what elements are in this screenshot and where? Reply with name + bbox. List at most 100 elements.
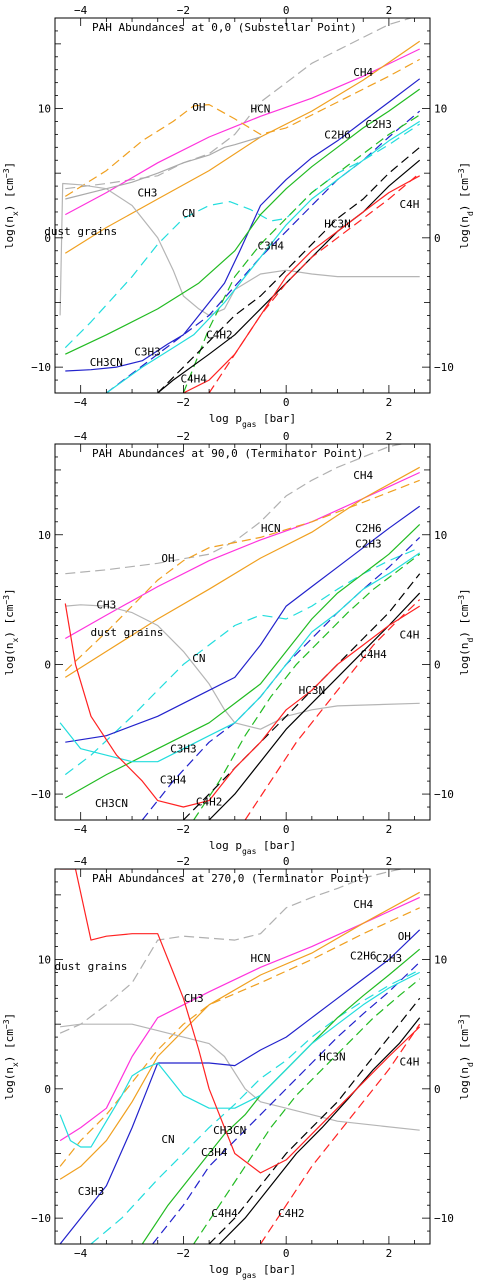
series-label-c2h6: C2H6 [324, 128, 351, 141]
y-axis-label-left-mid: ) [cm [3, 604, 16, 637]
x-tick-label: 0 [283, 396, 290, 409]
y-axis-label-right-end: ] [458, 588, 471, 595]
series-line-hcn [65, 136, 261, 200]
series-label-c4h: C4H [400, 628, 420, 641]
series-label-ch4: CH4 [353, 469, 373, 482]
series-line-cn [64, 547, 420, 776]
series-label-c2h3: C2H3 [376, 952, 403, 965]
y-tick-label-right: −10 [434, 788, 454, 801]
series-line-c4h4 [183, 175, 420, 393]
x-tick-label: −4 [74, 1247, 88, 1260]
x-tick-label: 0 [283, 823, 290, 836]
series-label-c4h: C4H [400, 198, 420, 211]
y-axis-label-right-sup: −3 [457, 595, 466, 605]
x-tick-label-top: 0 [283, 4, 290, 17]
y-axis-label-right-mid: ) [cm [458, 604, 471, 637]
y-tick-label-left: −10 [31, 788, 51, 801]
series-label-c4h: C4H [400, 1056, 420, 1069]
series-label-ch4: CH4 [353, 898, 373, 911]
series-line-c3h4 [193, 978, 421, 1244]
chart-panel-2: −4 −4 −2 −2 0 0 2 2 −10 −10 0 0 10 10 PAH Abundances a… [2, 430, 475, 856]
y-tick-label-right: 0 [434, 1083, 441, 1096]
series-label-oh: OH [398, 930, 411, 943]
series-label-c3h4: C3H4 [201, 1146, 228, 1159]
series-label-c3h3: C3H3 [78, 1185, 105, 1198]
x-tick-label-top: −2 [177, 430, 190, 443]
series-label-ch3cn: CH3CN [90, 356, 123, 369]
y-tick-label-right: −10 [434, 1212, 454, 1225]
series-line-c4h [218, 1017, 421, 1244]
x-tick-label: 2 [386, 396, 393, 409]
y-tick-label-right: 10 [434, 954, 447, 967]
series-label-cn: CN [182, 207, 195, 220]
series-label-ch3cn: CH3CN [95, 797, 128, 810]
series-label-ch3: CH3 [96, 599, 116, 612]
series-label-hcn: HCN [251, 102, 271, 115]
series-label-hcn: HCN [261, 522, 281, 535]
x-tick-label: 2 [386, 1247, 393, 1260]
x-tick-label-top: 0 [283, 855, 290, 868]
y-tick-label-left: −10 [31, 1212, 51, 1225]
series-line-c4h [208, 592, 421, 820]
x-tick-label-top: −4 [74, 855, 88, 868]
series-label-cn: CN [161, 1133, 174, 1146]
y-axis-label-left-end: ] [3, 162, 16, 169]
series-line-oh [59, 907, 420, 1167]
series-label-c3h4: C3H4 [258, 239, 285, 252]
series-line-c4h2 [208, 172, 421, 393]
chart-panel-3: −4 −4 −2 −2 0 0 2 2 −10 −10 0 0 10 10 PAH Abundances a… [2, 855, 475, 1280]
y-axis-label-right: log(nd) [cm−3] [457, 1013, 475, 1100]
x-tick-label: −2 [177, 1247, 190, 1260]
series-line-c3h4 [182, 114, 421, 393]
series-line-c3h3 [106, 120, 421, 393]
x-tick-label-top: −2 [177, 4, 190, 17]
series-line-c2h3 [65, 523, 421, 799]
series-line-unlabeled-8 [152, 961, 421, 1244]
series-label-dust-grains: dust grains [55, 960, 128, 973]
y-tick-label-right: 0 [434, 658, 441, 671]
series-line-c2h3 [65, 88, 421, 355]
x-tick-label-top: 2 [386, 4, 393, 17]
chart-panel-1: −4 −4 −2 −2 0 0 2 2 −10 −10 0 0 10 10 PAH Abundances a… [2, 4, 475, 429]
series-line-c4h4 [244, 599, 421, 820]
y-axis-label-right-sub: d [466, 211, 475, 216]
series-label-c4h4: C4H4 [180, 373, 207, 386]
y-axis-label-left-sub: x [11, 211, 20, 216]
y-axis-label-right-sub: d [466, 638, 475, 643]
series-label-hc3n: HC3N [319, 1050, 346, 1063]
series-line-c3h3 [59, 552, 421, 763]
series-label-oh: OH [161, 552, 174, 565]
series-line-dust-grains [60, 1023, 420, 1131]
series-label-hc3n: HC3N [324, 217, 351, 230]
series-label-ch3cn: CH3CN [213, 1124, 246, 1137]
plot-frame [54, 17, 431, 394]
y-tick-label-right: 0 [434, 232, 441, 245]
x-axis-label-rest: [bar] [256, 839, 296, 852]
y-axis-label-left-sup: −3 [2, 168, 11, 178]
x-axis-label-sub: gas [242, 847, 257, 856]
x-tick-label: −4 [74, 823, 88, 836]
y-axis-label-left-sup: −3 [2, 1019, 11, 1029]
series-label-c2h6: C2H6 [350, 950, 377, 963]
y-tick-label-right: 10 [434, 529, 447, 542]
x-tick-label: 2 [386, 823, 393, 836]
x-axis-label-rest: [bar] [256, 1263, 296, 1276]
y-axis-label-right: log(nd) [cm−3] [457, 162, 475, 249]
plot-frame [54, 443, 431, 821]
x-tick-label: −2 [177, 396, 190, 409]
y-axis-label-right-sup: −3 [457, 1019, 466, 1029]
x-axis-label-rest: [bar] [256, 412, 296, 425]
plot-frame [54, 868, 431, 1245]
y-tick-label-right: −10 [434, 361, 454, 374]
series-line-ch3 [64, 466, 420, 678]
x-axis-label-sub: gas [242, 1271, 257, 1280]
series-line-dust-grains [59, 182, 420, 316]
y-axis-label-left-end: ] [3, 588, 16, 595]
series-label-c4h2: C4H2 [278, 1207, 305, 1220]
series-label-c3h4: C3H4 [160, 774, 187, 787]
series-line-oh [64, 479, 420, 672]
y-axis-label-left-sub: x [11, 638, 20, 643]
y-axis-label-left-end: ] [3, 1013, 16, 1020]
series-line-hc3n [208, 997, 421, 1244]
